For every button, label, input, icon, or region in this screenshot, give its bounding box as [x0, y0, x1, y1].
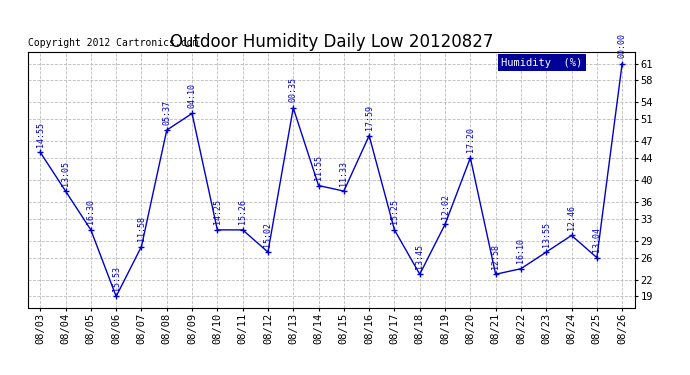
Text: 16:30: 16:30: [86, 200, 95, 224]
Text: 17:59: 17:59: [364, 105, 374, 130]
Text: 13:05: 13:05: [61, 160, 70, 186]
Text: 04:10: 04:10: [188, 83, 197, 108]
Text: 12:46: 12:46: [567, 205, 576, 230]
Text: 16:10: 16:10: [516, 238, 526, 263]
Text: 12:02: 12:02: [440, 194, 450, 219]
Text: 14:25: 14:25: [213, 200, 222, 224]
Text: 11:33: 11:33: [339, 160, 348, 186]
Text: 05:37: 05:37: [162, 99, 171, 124]
Text: 15:25: 15:25: [390, 200, 399, 224]
Title: Outdoor Humidity Daily Low 20120827: Outdoor Humidity Daily Low 20120827: [170, 33, 493, 51]
Text: Copyright 2012 Cartronics.com: Copyright 2012 Cartronics.com: [28, 38, 198, 48]
Text: 00:00: 00:00: [618, 33, 627, 58]
Text: 11:55: 11:55: [314, 155, 323, 180]
Text: 14:55: 14:55: [36, 122, 45, 147]
Text: 15:53: 15:53: [112, 266, 121, 291]
Text: 15:26: 15:26: [238, 200, 247, 224]
Text: 12:58: 12:58: [491, 244, 500, 268]
Text: 00:35: 00:35: [288, 77, 298, 102]
Text: 13:04: 13:04: [592, 227, 602, 252]
Text: 13:55: 13:55: [542, 222, 551, 246]
Text: 11:58: 11:58: [137, 216, 146, 241]
Text: 15:02: 15:02: [264, 222, 273, 246]
Text: 13:45: 13:45: [415, 244, 424, 268]
Text: 17:20: 17:20: [466, 127, 475, 152]
Text: Humidity  (%): Humidity (%): [501, 58, 582, 68]
